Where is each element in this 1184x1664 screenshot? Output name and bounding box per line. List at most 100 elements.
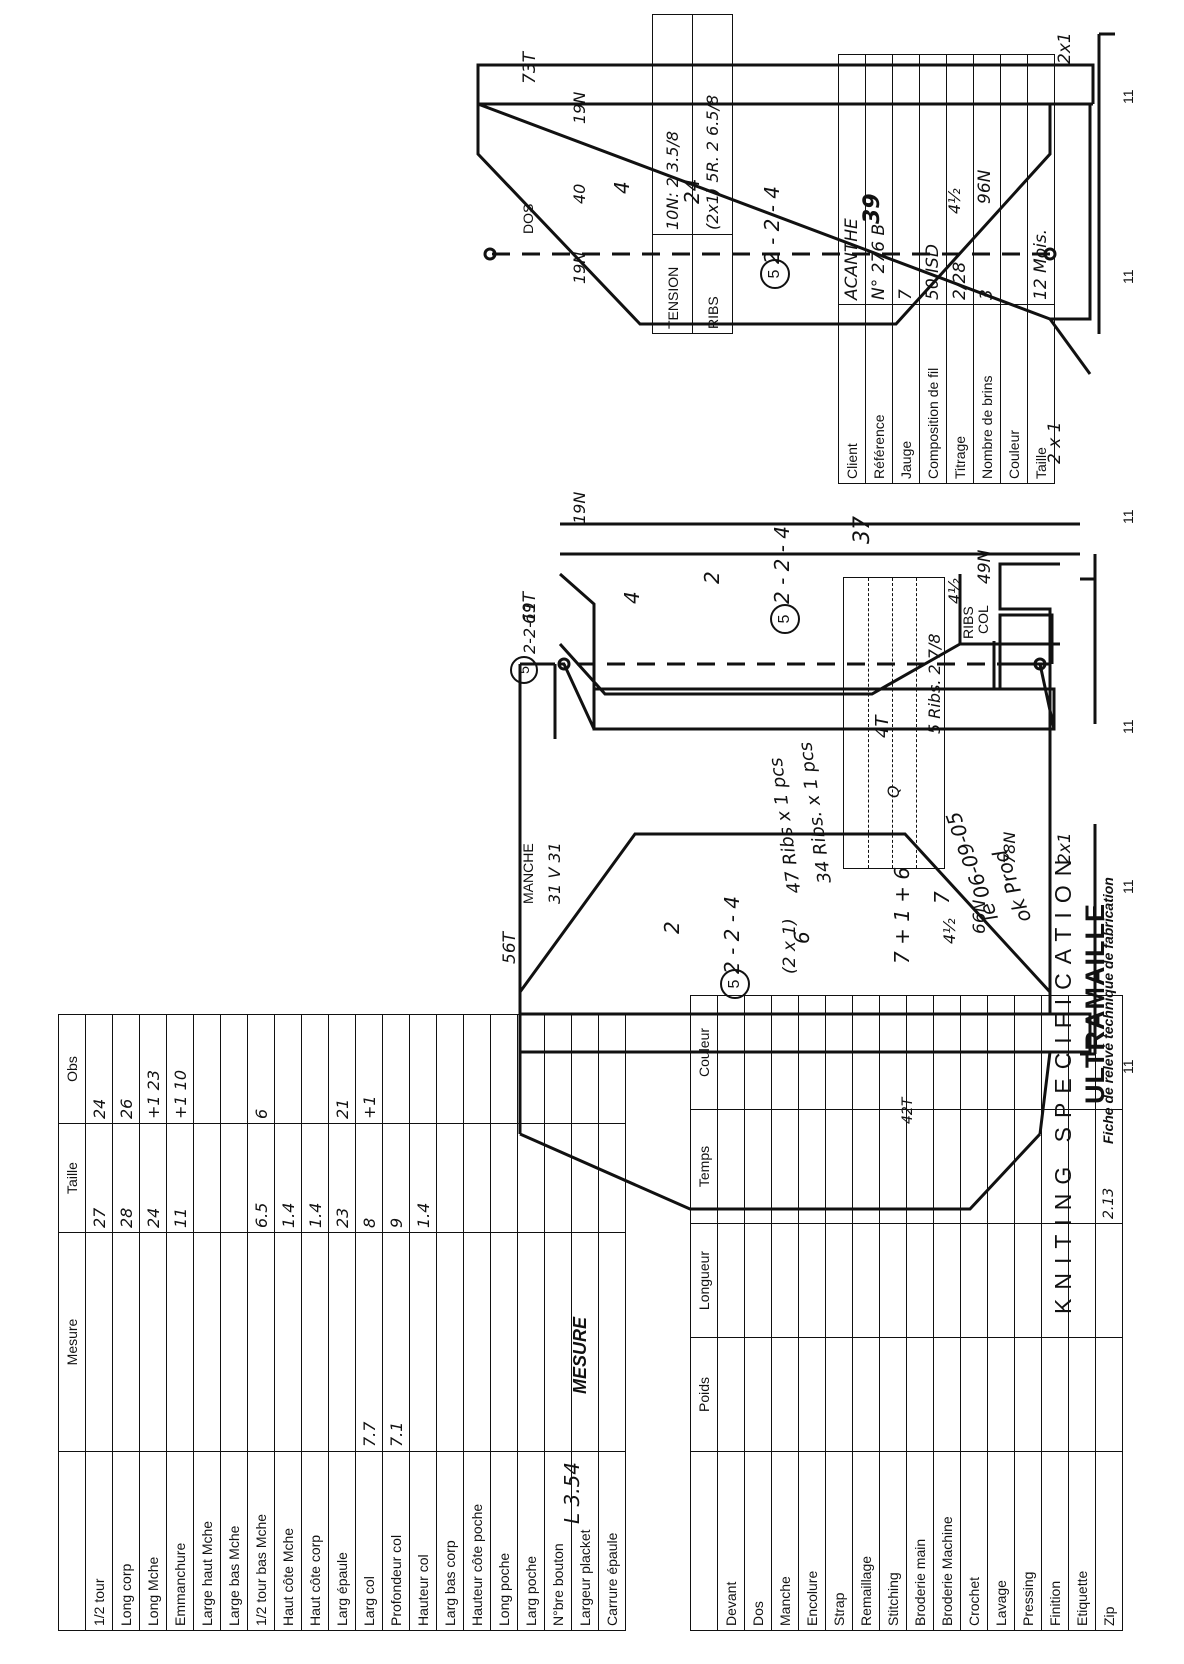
dos-shoulder-center: 40 bbox=[570, 183, 589, 204]
mesure-row: Large haut Mche bbox=[193, 1014, 221, 1631]
mesure-mesure bbox=[139, 1232, 167, 1452]
process-row: Dos bbox=[744, 995, 772, 1631]
process-cell bbox=[852, 1337, 880, 1452]
mesure-obs bbox=[571, 1014, 599, 1124]
process-row-label: Stitching bbox=[879, 1451, 907, 1631]
mesure-label: Larg col bbox=[355, 1451, 383, 1631]
mesure-header-cell: Obs bbox=[58, 1014, 86, 1124]
process-cell bbox=[825, 1223, 853, 1338]
mesure-taille: 11 bbox=[166, 1123, 194, 1233]
process-cell bbox=[852, 1109, 880, 1224]
process-cell bbox=[933, 995, 961, 1110]
mesure-obs bbox=[274, 1014, 302, 1124]
manche-label: MANCHE bbox=[520, 843, 536, 904]
dos-label: DOS bbox=[520, 203, 536, 234]
dos-center-3: 2 - 2 - 4 bbox=[760, 185, 784, 264]
devant-body bbox=[994, 642, 1002, 689]
process-header-cell: Couleur bbox=[690, 995, 718, 1110]
mesure-mesure bbox=[85, 1232, 113, 1452]
manche-center-3: 6 bbox=[790, 931, 814, 944]
dos-center-4: 39 bbox=[860, 193, 885, 224]
process-cell bbox=[825, 1337, 853, 1452]
mesure-taille bbox=[436, 1123, 464, 1233]
devant-bracket-2: 11 bbox=[1120, 719, 1136, 734]
mesure-label: Hauteur col bbox=[409, 1451, 437, 1631]
manche-rib-height: 4½ bbox=[940, 918, 959, 944]
process-cell bbox=[879, 1109, 907, 1224]
mesure-mesure bbox=[328, 1232, 356, 1452]
mesure-obs: 21 bbox=[328, 1014, 356, 1124]
process-cell bbox=[933, 1223, 961, 1338]
mesure-mesure: 7.7 bbox=[355, 1232, 383, 1452]
mesure-mesure: 7.1 bbox=[382, 1232, 410, 1452]
mesure-taille: 27 bbox=[85, 1123, 113, 1233]
devant-neck-circle: 5 bbox=[510, 656, 538, 684]
process-cell bbox=[1041, 995, 1069, 1110]
devant-circle: 5 bbox=[770, 604, 800, 634]
mesure-taille bbox=[220, 1123, 248, 1233]
mesure-mesure bbox=[112, 1232, 140, 1452]
mesure-label: N°bre bouton bbox=[544, 1451, 572, 1631]
dos-top-ribs: 2x1 bbox=[1055, 32, 1075, 64]
mesure-taille: 1.4 bbox=[409, 1123, 437, 1233]
process-row-label: Remaillage bbox=[852, 1451, 880, 1631]
process-cell bbox=[1068, 1109, 1096, 1224]
process-row: Finition bbox=[1041, 995, 1069, 1631]
mesure-header-cell bbox=[58, 1451, 86, 1631]
mesure-obs bbox=[490, 1014, 518, 1124]
manche-bottom-needles: 66N bbox=[970, 899, 990, 934]
manche-center-4: 7 + 1 + 6 bbox=[890, 866, 914, 964]
process-cell bbox=[879, 1223, 907, 1338]
process-cell bbox=[906, 1109, 934, 1224]
mesure-label: Long Mche bbox=[139, 1451, 167, 1631]
process-cell bbox=[717, 995, 745, 1110]
process-cell bbox=[798, 1337, 826, 1452]
process-row: Strap bbox=[825, 995, 853, 1631]
mesure-row: Larg bas corp bbox=[436, 1014, 464, 1631]
process-cell bbox=[906, 995, 934, 1110]
mesure-obs: 26 bbox=[112, 1014, 140, 1124]
mesure-mesure bbox=[220, 1232, 248, 1452]
mesure-row: Carrure épaule bbox=[598, 1014, 626, 1631]
process-row-label: Dos bbox=[744, 1451, 772, 1631]
process-row: Etiquette bbox=[1068, 995, 1096, 1631]
mesure-obs: +1 bbox=[355, 1014, 383, 1124]
mesure-mesure bbox=[193, 1232, 221, 1452]
mesure-row: 1/2 tour bas Mche 6.5 6 bbox=[247, 1014, 275, 1631]
mesure-obs bbox=[517, 1014, 545, 1124]
process-cell bbox=[1014, 1337, 1042, 1452]
mesure-row: Long corp 28 26 bbox=[112, 1014, 140, 1631]
process-cell bbox=[798, 1223, 826, 1338]
mesure-taille bbox=[463, 1123, 491, 1233]
mesure-mesure bbox=[247, 1232, 275, 1452]
mesure-mesure bbox=[517, 1232, 545, 1452]
mesure-obs bbox=[436, 1014, 464, 1124]
process-cell bbox=[1095, 995, 1123, 1110]
mesure-label: Profondeur col bbox=[382, 1451, 410, 1631]
mesure-label: Long corp bbox=[112, 1451, 140, 1631]
dos-rib-height: 4½ bbox=[945, 188, 964, 214]
mesure-table: Mesure Taille Obs 1/2 tour 27 24 Long corp 28 26… bbox=[58, 1014, 626, 1631]
mesure-mesure bbox=[598, 1232, 626, 1452]
dos-bottom-needles: 96N bbox=[975, 169, 995, 204]
process-cell bbox=[744, 1109, 772, 1224]
devant-shoulder: 19N bbox=[570, 491, 589, 524]
process-row-label: Broderie Machine bbox=[933, 1451, 961, 1631]
manche-top-needles: 78N bbox=[1000, 831, 1019, 864]
process-row-label: Devant bbox=[717, 1451, 745, 1631]
mesure-obs bbox=[193, 1014, 221, 1124]
mesure-obs: 6 bbox=[247, 1014, 275, 1124]
process-cell bbox=[771, 995, 799, 1110]
dos-shoulder-left: 19N bbox=[570, 91, 589, 124]
process-cell bbox=[771, 1109, 799, 1224]
mesure-label: Carrure épaule bbox=[598, 1451, 626, 1631]
manche-top-ribs: 2x1 bbox=[1055, 832, 1075, 864]
process-row: Zip 2.13 bbox=[1095, 995, 1123, 1631]
process-cell bbox=[798, 995, 826, 1110]
process-cell bbox=[1041, 1109, 1069, 1224]
dos-bracket-2: 11 bbox=[1120, 269, 1136, 284]
process-cell bbox=[1068, 995, 1096, 1110]
dos-rib-band bbox=[476, 63, 1095, 104]
